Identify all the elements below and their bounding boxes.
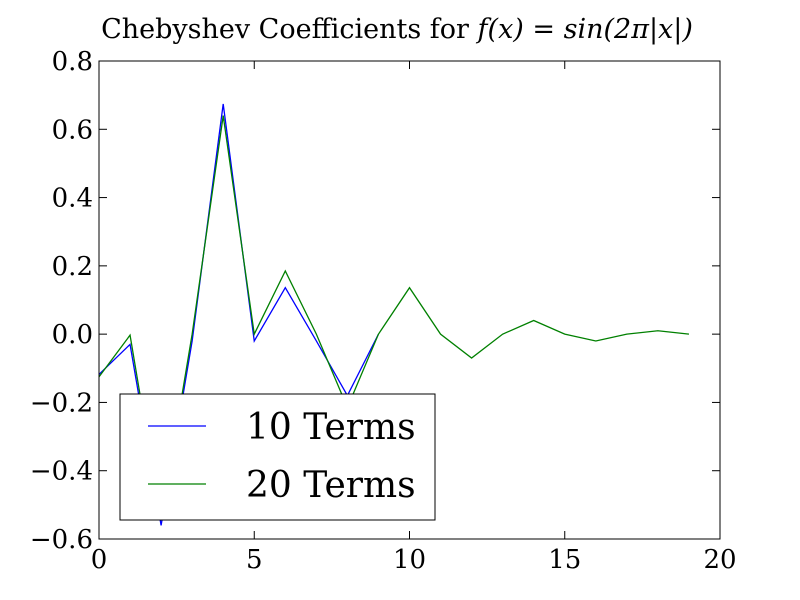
x-tick-label: 0 xyxy=(91,545,108,575)
x-tick-label: 15 xyxy=(548,545,581,575)
y-tick-label: −0.6 xyxy=(30,525,93,555)
legend-box xyxy=(119,393,436,521)
y-tick-label: 0.4 xyxy=(52,184,93,214)
chart-title-formula: f(x) = sin(2π|x|) xyxy=(476,14,693,45)
series-line-2 xyxy=(99,115,690,521)
y-tick-label: 0.8 xyxy=(52,47,93,77)
ticks-layer: 0 5 10 15 20 −0.6 −0.4 −0.2 0.0 0.2 0.4 0.6 0.8 xyxy=(30,47,737,575)
y-tick-label: −0.4 xyxy=(30,457,93,487)
legend-label-2: 20 Terms xyxy=(246,465,416,506)
y-tick-label: −0.2 xyxy=(30,388,93,418)
x-tick-label: 5 xyxy=(246,545,263,575)
y-tick-label: 0.0 xyxy=(52,320,93,350)
x-tick-label: 10 xyxy=(393,545,426,575)
chart-title: Chebyshev Coefficients for f(x) = sin(2π… xyxy=(101,14,693,45)
legend-label-1: 10 Terms xyxy=(246,407,416,448)
x-tick-label: 20 xyxy=(703,545,736,575)
y-tick-label: 0.6 xyxy=(52,115,93,145)
y-tick-label: 0.2 xyxy=(52,252,93,282)
legend[interactable]: 10 Terms 20 Terms xyxy=(119,393,436,521)
chart-title-prefix: Chebyshev Coefficients for xyxy=(101,14,477,45)
